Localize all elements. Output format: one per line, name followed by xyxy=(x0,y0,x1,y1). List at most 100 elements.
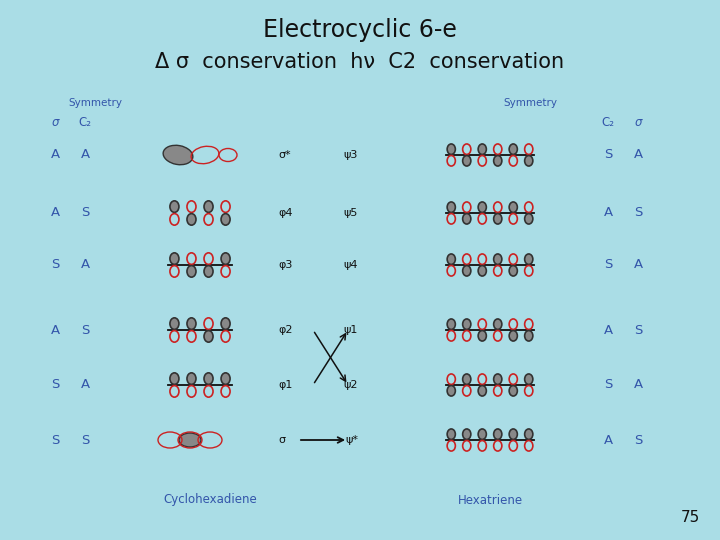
Ellipse shape xyxy=(187,373,196,384)
Text: ψ3: ψ3 xyxy=(343,150,358,160)
Text: 75: 75 xyxy=(680,510,700,525)
Ellipse shape xyxy=(221,214,230,225)
Text: ψ1: ψ1 xyxy=(343,325,358,335)
Ellipse shape xyxy=(170,253,179,265)
Text: S: S xyxy=(604,259,612,272)
Text: σ: σ xyxy=(51,116,59,129)
Text: A: A xyxy=(81,379,89,392)
Ellipse shape xyxy=(494,429,502,440)
Text: Symmetry: Symmetry xyxy=(503,98,557,108)
Text: φ1: φ1 xyxy=(278,380,292,390)
Text: Electrocyclic 6-e: Electrocyclic 6-e xyxy=(263,18,457,42)
Ellipse shape xyxy=(204,201,213,212)
Text: ψ*: ψ* xyxy=(345,435,358,445)
Text: ψ5: ψ5 xyxy=(343,208,358,218)
Text: S: S xyxy=(604,148,612,161)
Ellipse shape xyxy=(221,373,230,384)
Ellipse shape xyxy=(204,330,213,342)
Text: S: S xyxy=(51,434,59,447)
Ellipse shape xyxy=(494,254,502,265)
Text: S: S xyxy=(51,379,59,392)
Ellipse shape xyxy=(494,319,502,329)
Ellipse shape xyxy=(494,156,502,166)
Ellipse shape xyxy=(463,156,471,166)
Text: Symmetry: Symmetry xyxy=(68,98,122,108)
Text: S: S xyxy=(81,323,89,336)
Ellipse shape xyxy=(478,386,486,396)
Ellipse shape xyxy=(447,429,455,440)
Ellipse shape xyxy=(447,319,455,329)
Text: Cyclohexadiene: Cyclohexadiene xyxy=(163,494,257,507)
Ellipse shape xyxy=(509,266,518,276)
Ellipse shape xyxy=(463,213,471,224)
Ellipse shape xyxy=(478,330,486,341)
Ellipse shape xyxy=(509,202,518,212)
Ellipse shape xyxy=(509,429,518,440)
Text: σ: σ xyxy=(634,116,642,129)
Text: ψ2: ψ2 xyxy=(343,380,358,390)
Text: S: S xyxy=(51,259,59,272)
Ellipse shape xyxy=(525,213,533,224)
Text: S: S xyxy=(81,206,89,219)
Ellipse shape xyxy=(463,374,471,384)
Ellipse shape xyxy=(525,156,533,166)
Ellipse shape xyxy=(494,213,502,224)
Ellipse shape xyxy=(463,266,471,276)
Ellipse shape xyxy=(478,202,486,212)
Ellipse shape xyxy=(509,330,518,341)
Text: A: A xyxy=(50,148,60,161)
Text: ψ4: ψ4 xyxy=(343,260,358,270)
Ellipse shape xyxy=(447,386,455,396)
Ellipse shape xyxy=(478,266,486,276)
Text: σ*: σ* xyxy=(278,150,291,160)
Ellipse shape xyxy=(170,373,179,384)
Text: A: A xyxy=(634,259,642,272)
Ellipse shape xyxy=(525,254,533,265)
Ellipse shape xyxy=(447,254,455,265)
Text: S: S xyxy=(604,379,612,392)
Text: S: S xyxy=(81,434,89,447)
Ellipse shape xyxy=(187,266,196,277)
Text: A: A xyxy=(50,206,60,219)
Text: Hexatriene: Hexatriene xyxy=(457,494,523,507)
Text: φ2: φ2 xyxy=(278,325,292,335)
Ellipse shape xyxy=(478,429,486,440)
Ellipse shape xyxy=(179,433,201,447)
Ellipse shape xyxy=(463,429,471,440)
Text: σ: σ xyxy=(278,435,285,445)
Ellipse shape xyxy=(163,145,193,165)
Text: A: A xyxy=(603,206,613,219)
Ellipse shape xyxy=(187,318,196,329)
Ellipse shape xyxy=(447,144,455,154)
Ellipse shape xyxy=(463,319,471,329)
Ellipse shape xyxy=(221,253,230,265)
Text: φ3: φ3 xyxy=(278,260,292,270)
Text: A: A xyxy=(50,323,60,336)
Text: A: A xyxy=(634,379,642,392)
Ellipse shape xyxy=(525,429,533,440)
Ellipse shape xyxy=(494,374,502,384)
Text: S: S xyxy=(634,434,642,447)
Text: C₂: C₂ xyxy=(601,116,614,129)
Ellipse shape xyxy=(525,330,533,341)
Text: C₂: C₂ xyxy=(78,116,91,129)
Ellipse shape xyxy=(525,374,533,384)
Ellipse shape xyxy=(204,373,213,384)
Text: Δ σ  conservation  hν  C2  conservation: Δ σ conservation hν C2 conservation xyxy=(156,52,564,72)
Text: A: A xyxy=(603,323,613,336)
Text: A: A xyxy=(603,434,613,447)
Ellipse shape xyxy=(509,144,518,154)
Ellipse shape xyxy=(170,318,179,329)
Text: A: A xyxy=(634,148,642,161)
Text: A: A xyxy=(81,148,89,161)
Text: φ4: φ4 xyxy=(278,208,292,218)
Ellipse shape xyxy=(221,318,230,329)
Ellipse shape xyxy=(187,214,196,225)
Ellipse shape xyxy=(509,386,518,396)
Text: A: A xyxy=(81,259,89,272)
Text: S: S xyxy=(634,323,642,336)
Ellipse shape xyxy=(204,266,213,277)
Text: S: S xyxy=(634,206,642,219)
Ellipse shape xyxy=(478,144,486,154)
Ellipse shape xyxy=(447,202,455,212)
